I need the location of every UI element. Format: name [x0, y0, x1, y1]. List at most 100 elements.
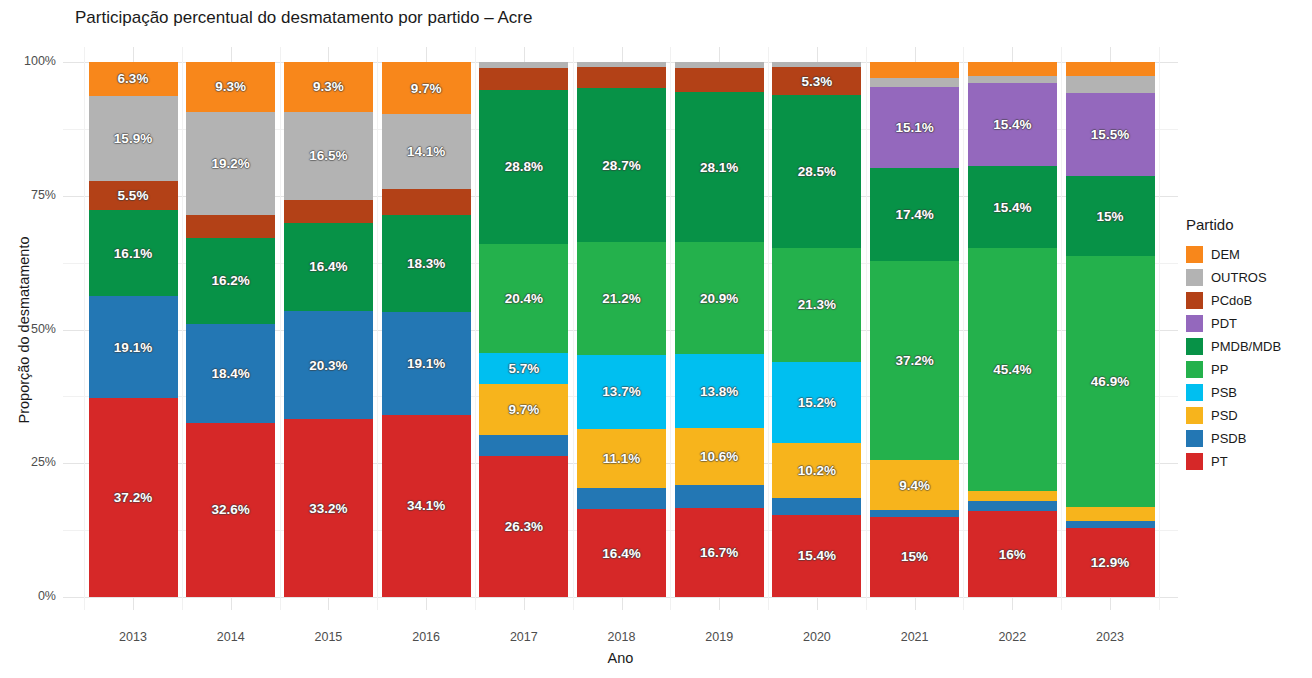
- plot-area: 37.2%19.1%16.1%5.5%15.9%6.3%32.6%18.4%16…: [63, 47, 1178, 610]
- legend-swatch-icon: [1186, 315, 1203, 332]
- legend-label: PT: [1211, 454, 1228, 469]
- bar-segment-label: 26.3%: [505, 519, 543, 534]
- y-tick-label-75: 75%: [6, 188, 56, 202]
- bar-segment-PCdoB-2013: 5.5%: [89, 181, 178, 210]
- bar-segment-PSD-2017: 9.7%: [479, 384, 568, 436]
- bar-segment-PP-2021: 37.2%: [870, 261, 959, 460]
- bar-segment-PSDB-2017: [479, 435, 568, 456]
- legend-item-PP: PP: [1186, 358, 1281, 381]
- bar-segment-OUTROS-2021: [870, 78, 959, 87]
- legend-swatch-icon: [1186, 361, 1203, 378]
- legend-item-PCdoB: PCdoB: [1186, 289, 1281, 312]
- bar-segment-PT-2016: 34.1%: [382, 415, 471, 597]
- bar-segment-PSD-2021: 9.4%: [870, 460, 959, 510]
- bars-layer: 37.2%19.1%16.1%5.5%15.9%6.3%32.6%18.4%16…: [63, 62, 1178, 597]
- bar-2023: 12.9%46.9%15%15.5%: [1066, 62, 1155, 597]
- bar-segment-PP-2022: 45.4%: [968, 248, 1057, 491]
- bar-segment-label: 12.9%: [1091, 555, 1129, 570]
- bar-segment-PSB-2017: 5.7%: [479, 353, 568, 383]
- legend-swatch-icon: [1186, 453, 1203, 470]
- bar-segment-label: 9.7%: [508, 402, 539, 417]
- bar-segment-PT-2015: 33.2%: [284, 419, 373, 597]
- bar-segment-PP-2017: 20.4%: [479, 244, 568, 353]
- bar-segment-PSDB-2022: [968, 501, 1057, 511]
- bar-segment-label: 15%: [901, 549, 928, 564]
- x-tick-label-2017: 2017: [479, 630, 569, 644]
- legend-label: OUTROS: [1211, 270, 1267, 285]
- legend-title: Partido: [1186, 216, 1281, 233]
- bar-segment-label: 16.1%: [114, 246, 152, 261]
- bar-segment-PT-2021: 15%: [870, 517, 959, 597]
- legend-item-PSB: PSB: [1186, 381, 1281, 404]
- bar-segment-label: 15.1%: [895, 120, 933, 135]
- bar-segment-DEM-2023: [1066, 62, 1155, 76]
- chart-title: Participação percentual do desmatamento …: [75, 8, 532, 28]
- legend-label: PDT: [1211, 316, 1237, 331]
- bar-segment-PT-2023: 12.9%: [1066, 528, 1155, 597]
- bar-segment-PT-2019: 16.7%: [675, 508, 764, 597]
- bar-segment-PSB-2019: 13.8%: [675, 354, 764, 428]
- bar-segment-PDT-2023: 15.5%: [1066, 93, 1155, 176]
- bar-segment-label: 28.7%: [602, 158, 640, 173]
- bar-segment-PSDB-2020: [772, 498, 861, 515]
- bar-segment-PP-2019: 20.9%: [675, 242, 764, 354]
- bar-segment-PMDB-MDB-2016: 18.3%: [382, 215, 471, 313]
- bar-segment-label: 37.2%: [895, 353, 933, 368]
- bar-segment-PCdoB-2018: [577, 67, 666, 88]
- bar-2020: 15.4%10.2%15.2%21.3%28.5%5.3%: [772, 62, 861, 597]
- legend-swatch-icon: [1186, 407, 1203, 424]
- bar-segment-label: 15.5%: [1091, 127, 1129, 142]
- bar-segment-label: 5.7%: [508, 361, 539, 376]
- bar-segment-PSDB-2013: 19.1%: [89, 296, 178, 398]
- bar-segment-PP-2018: 21.2%: [577, 242, 666, 355]
- bar-segment-label: 15%: [1096, 209, 1123, 224]
- y-tick-label-0: 0%: [6, 589, 56, 603]
- legend-swatch-icon: [1186, 384, 1203, 401]
- bar-segment-PSD-2019: 10.6%: [675, 428, 764, 485]
- bar-segment-PMDB-MDB-2018: 28.7%: [577, 88, 666, 242]
- bar-segment-label: 19.1%: [407, 356, 445, 371]
- y-tick-label-50: 50%: [6, 322, 56, 336]
- legend-swatch-icon: [1186, 430, 1203, 447]
- bar-segment-label: 16.2%: [212, 273, 250, 288]
- bar-segment-label: 28.1%: [700, 160, 738, 175]
- bar-segment-PCdoB-2019: [675, 68, 764, 92]
- bar-segment-PT-2018: 16.4%: [577, 509, 666, 597]
- bar-segment-label: 45.4%: [993, 362, 1031, 377]
- bar-segment-PP-2020: 21.3%: [772, 248, 861, 362]
- bar-segment-label: 20.3%: [309, 358, 347, 373]
- bar-segment-label: 32.6%: [212, 502, 250, 517]
- bar-segment-PMDB-MDB-2014: 16.2%: [186, 238, 275, 325]
- bar-segment-OUTROS-2016: 14.1%: [382, 114, 471, 189]
- legend-label: PP: [1211, 362, 1228, 377]
- bar-segment-PT-2013: 37.2%: [89, 398, 178, 597]
- bar-segment-label: 20.9%: [700, 291, 738, 306]
- bar-segment-PCdoB-2017: [479, 68, 568, 89]
- chart-canvas: Participação percentual do desmatamento …: [0, 0, 1312, 678]
- legend-item-PSD: PSD: [1186, 404, 1281, 427]
- x-axis-title: Ano: [63, 650, 1178, 666]
- bar-segment-PSDB-2023: [1066, 521, 1155, 528]
- x-tick-label-2015: 2015: [283, 630, 373, 644]
- bar-segment-PCdoB-2014: [186, 215, 275, 238]
- legend-label: PSB: [1211, 385, 1237, 400]
- bar-segment-DEM-2022: [968, 62, 1057, 76]
- bar-segment-OUTROS-2022: [968, 76, 1057, 83]
- bar-segment-PMDB-MDB-2017: 28.8%: [479, 90, 568, 244]
- legend-label: PSDB: [1211, 431, 1246, 446]
- bar-segment-PSDB-2015: 20.3%: [284, 311, 373, 420]
- bar-segment-label: 37.2%: [114, 490, 152, 505]
- bar-segment-label: 28.8%: [505, 159, 543, 174]
- bar-segment-PSDB-2019: [675, 485, 764, 508]
- legend-swatch-icon: [1186, 338, 1203, 355]
- bar-segment-label: 9.7%: [411, 81, 442, 96]
- x-tick-label-2021: 2021: [870, 630, 960, 644]
- bar-segment-OUTROS-2014: 19.2%: [186, 112, 275, 215]
- bar-2019: 16.7% 10.6%13.8% 20.9% 28.1%: [675, 62, 764, 597]
- bar-segment-PCdoB-2015: [284, 200, 373, 223]
- bar-segment-label: 16.7%: [700, 545, 738, 560]
- bar-segment-PCdoB-2016: [382, 189, 471, 214]
- bar-segment-PMDB-MDB-2015: 16.4%: [284, 223, 373, 311]
- bar-segment-label: 6.3%: [118, 71, 149, 86]
- bar-segment-PMDB-MDB-2020: 28.5%: [772, 95, 861, 247]
